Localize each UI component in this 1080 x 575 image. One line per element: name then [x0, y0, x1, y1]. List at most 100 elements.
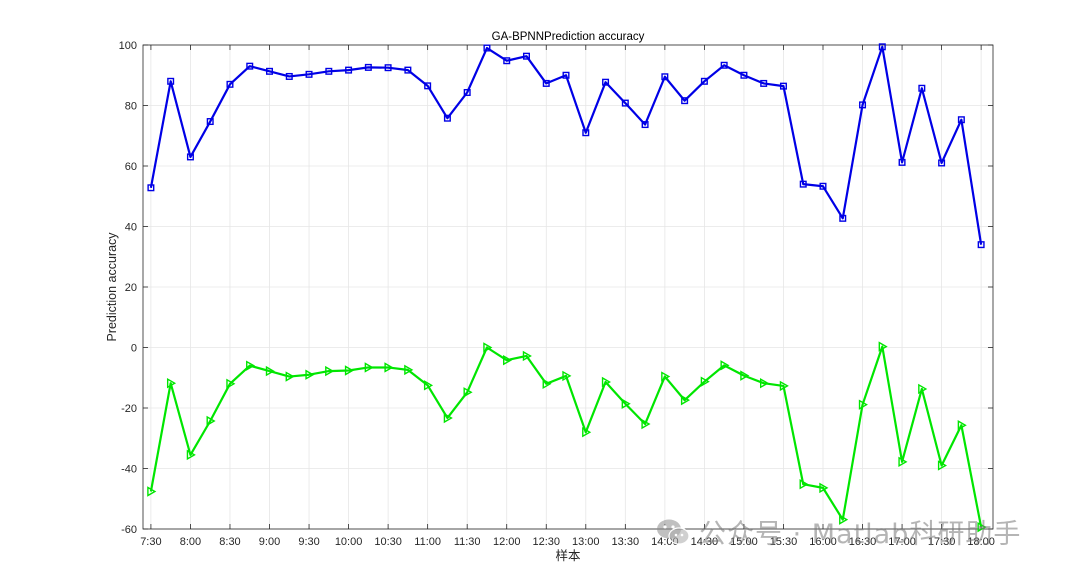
x-tick-label: 11:00: [414, 536, 441, 548]
data-point-square: [503, 57, 511, 65]
data-point-triangle: [562, 370, 572, 382]
y-axis-title: Prediction accuracy: [105, 232, 119, 342]
data-point-triangle: [364, 362, 374, 373]
tick-layer: [143, 44, 993, 530]
data-point-square: [443, 114, 451, 122]
data-point-triangle: [206, 415, 216, 427]
data-point-triangle: [819, 482, 829, 494]
data-point-square: [147, 184, 155, 192]
data-point-square: [285, 72, 293, 80]
label-layer: -60 -40 -20 0 20 40 60 80 100 7:30 8:00 8:30 9:00 9:3…: [119, 40, 995, 548]
x-tick-label: 9:00: [259, 536, 280, 548]
data-point-triangle: [246, 360, 256, 371]
data-point-square: [602, 78, 610, 86]
data-point-triangle: [918, 383, 928, 395]
data-point-square: [661, 73, 669, 81]
x-tick-label: 11:30: [454, 536, 481, 548]
data-point-square: [305, 70, 313, 78]
series-layer: [147, 43, 987, 533]
data-point-square: [957, 116, 965, 124]
y-tick-label: 100: [119, 40, 137, 52]
data-point-triangle: [522, 350, 532, 362]
x-tick-label: 10:00: [335, 536, 363, 548]
data-point-triangle: [582, 426, 592, 438]
data-point-triangle: [265, 365, 275, 377]
data-point-triangle: [443, 412, 453, 424]
x-tick-label: 18:00: [967, 536, 995, 548]
x-axis-title: 样本: [555, 548, 581, 563]
data-point-square: [938, 159, 946, 167]
data-point-triangle: [661, 371, 671, 382]
data-point-triangle: [305, 369, 315, 380]
x-tick-label: 8:30: [219, 536, 240, 548]
data-point-triangle: [957, 420, 967, 431]
series-line: [149, 45, 983, 245]
data-point-square: [226, 80, 234, 88]
data-point-triangle: [700, 376, 710, 387]
data-point-triangle: [937, 460, 948, 471]
data-point-triangle: [898, 456, 908, 468]
y-tick-label: -40: [121, 464, 137, 476]
data-point-triangle: [878, 341, 888, 352]
data-point-triangle: [720, 360, 730, 371]
data-point-triangle: [641, 418, 651, 430]
data-point-triangle: [344, 365, 354, 376]
data-point-square: [424, 82, 432, 90]
series-1: [147, 43, 985, 249]
data-point-square: [463, 88, 471, 96]
data-point-square: [760, 79, 768, 87]
data-point-square: [582, 129, 590, 137]
data-point-square: [562, 71, 570, 79]
x-tick-label: 8:00: [180, 536, 201, 548]
data-point-square: [779, 82, 787, 90]
data-point-triangle: [483, 342, 493, 353]
x-tick-label: 15:30: [770, 536, 798, 548]
data-point-square: [186, 153, 194, 161]
data-point-triangle: [285, 371, 295, 382]
data-point-square: [364, 63, 372, 71]
data-point-square: [740, 71, 748, 79]
y-tick-label: -60: [121, 524, 137, 536]
data-point-triangle: [147, 486, 157, 497]
y-tick-label: 40: [125, 222, 137, 234]
x-tick-label: 7:30: [140, 536, 161, 548]
x-tick-label: 17:30: [928, 536, 956, 548]
data-point-square: [522, 52, 530, 60]
data-point-square: [621, 99, 629, 107]
data-point-triangle: [779, 380, 789, 392]
y-tick-label: -20: [121, 403, 137, 415]
data-point-square: [246, 62, 254, 70]
data-point-square: [799, 180, 807, 188]
data-point-triangle: [325, 365, 335, 377]
data-point-triangle: [423, 380, 434, 391]
grid-layer: [143, 44, 993, 530]
data-point-triangle: [226, 378, 236, 390]
data-point-triangle: [799, 479, 809, 490]
data-point-square: [206, 118, 214, 126]
x-tick-label: 15:00: [730, 536, 758, 548]
x-tick-label: 16:00: [809, 536, 837, 548]
data-point-square: [898, 158, 906, 166]
data-point-square: [404, 66, 412, 74]
y-tick-label: 80: [125, 101, 137, 113]
data-point-square: [819, 182, 827, 190]
data-point-triangle: [542, 378, 552, 390]
data-point-square: [977, 241, 985, 249]
data-point-triangle: [858, 399, 868, 410]
data-point-triangle: [166, 377, 177, 389]
data-point-triangle: [404, 364, 414, 376]
data-point-square: [700, 77, 708, 85]
x-tick-label: 16:30: [849, 536, 877, 548]
data-point-square: [167, 77, 175, 85]
data-point-square: [266, 67, 274, 75]
data-point-square: [483, 44, 491, 52]
data-point-square: [325, 67, 333, 75]
data-point-triangle: [839, 514, 849, 525]
data-point-square: [345, 66, 353, 74]
data-point-triangle: [680, 394, 691, 406]
data-point-square: [681, 97, 689, 105]
data-point-triangle: [740, 370, 750, 381]
data-point-triangle: [759, 377, 770, 389]
